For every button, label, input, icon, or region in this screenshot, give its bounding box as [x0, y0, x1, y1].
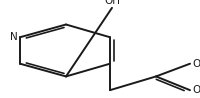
Text: OH: OH	[104, 0, 120, 6]
Text: O: O	[192, 85, 200, 95]
Text: N: N	[10, 32, 18, 42]
Text: OH: OH	[192, 59, 200, 69]
